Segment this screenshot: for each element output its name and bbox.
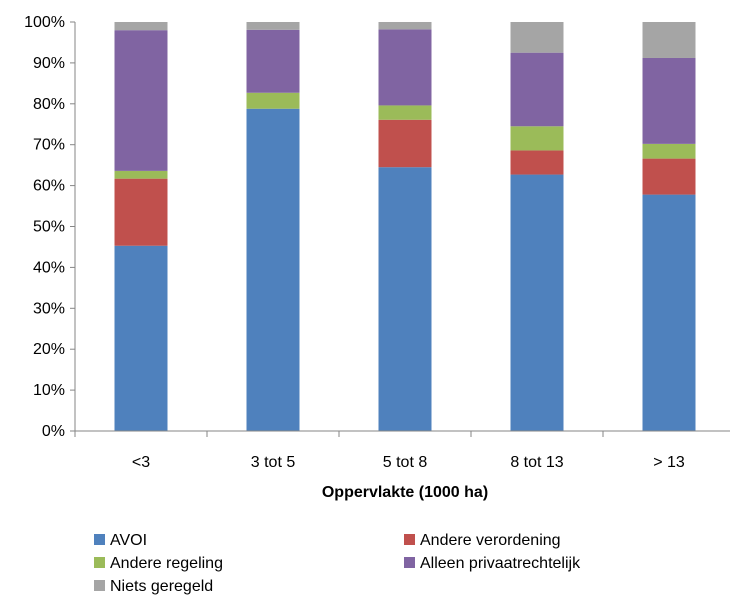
- x-tick-label: > 13: [653, 454, 685, 471]
- bar-niets-geregeld-3: [378, 22, 432, 30]
- bar-avoi-1: [114, 245, 168, 431]
- bar-avoi-3: [378, 167, 432, 431]
- y-tick-label: 70%: [33, 137, 65, 154]
- y-tick-label: 90%: [33, 55, 65, 72]
- x-tick-label: 5 tot 8: [383, 454, 428, 471]
- bar-alleen-privaatrechtelijk-4: [510, 52, 564, 127]
- bar-andere-verordening-4: [510, 150, 564, 175]
- x-tick-label: <3: [132, 454, 150, 471]
- y-tick-label: 50%: [33, 219, 65, 236]
- bar-avoi-4: [510, 174, 564, 431]
- bar-avoi-2: [246, 108, 300, 432]
- bar-andere-verordening-1: [114, 178, 168, 246]
- y-axis: 0% 10% 20% 30% 40% 50% 60% 70% 80% 90% 100%: [24, 14, 76, 440]
- bar-niets-geregeld-5: [642, 22, 696, 58]
- bar-niets-geregeld-2: [246, 22, 300, 30]
- x-tick-label: 8 tot 13: [510, 454, 563, 471]
- legend-swatch-avoi: [94, 534, 105, 545]
- bar-alleen-privaatrechtelijk-2: [246, 29, 300, 93]
- bar-avoi-5: [642, 194, 696, 431]
- bar-andere-regeling-4: [510, 126, 564, 151]
- x-axis: <3 3 tot 5 5 tot 8 8 tot 13 > 13: [74, 430, 730, 471]
- legend-label-niets-geregeld: Niets geregeld: [110, 578, 213, 595]
- y-tick-label: 100%: [24, 14, 65, 31]
- bar-andere-verordening-5: [642, 158, 696, 195]
- bar-alleen-privaatrechtelijk-5: [642, 57, 696, 144]
- bar-andere-regeling-1: [114, 170, 168, 179]
- x-tick-label: 3 tot 5: [251, 454, 296, 471]
- legend-label-avoi: AVOI: [110, 532, 147, 549]
- legend-swatch-andere-regeling: [94, 557, 105, 568]
- y-tick-label: 30%: [33, 300, 65, 317]
- x-axis-title: Oppervlakte (1000 ha): [322, 484, 488, 501]
- legend-label-andere-verordening: Andere verordening: [420, 532, 561, 549]
- bars-layer: [114, 22, 696, 432]
- bar-niets-geregeld-4: [510, 22, 564, 53]
- legend-swatch-niets-geregeld: [94, 580, 105, 591]
- y-tick-label: 0%: [42, 423, 65, 440]
- bar-andere-verordening-3: [378, 119, 432, 168]
- y-tick-label: 40%: [33, 259, 65, 276]
- legend: AVOI Andere verordening Andere regeling All…: [94, 532, 581, 595]
- bar-andere-regeling-3: [378, 105, 432, 120]
- legend-swatch-alleen-privaatrechtelijk: [404, 557, 415, 568]
- y-tick-label: 20%: [33, 341, 65, 358]
- bar-alleen-privaatrechtelijk-1: [114, 30, 168, 171]
- bar-niets-geregeld-1: [114, 22, 168, 31]
- legend-label-andere-regeling: Andere regeling: [110, 555, 223, 572]
- legend-label-alleen-privaatrechtelijk: Alleen privaatrechtelijk: [420, 555, 581, 572]
- y-tick-label: 10%: [33, 382, 65, 399]
- y-tick-label: 80%: [33, 96, 65, 113]
- bar-alleen-privaatrechtelijk-3: [378, 29, 432, 106]
- bar-andere-regeling-5: [642, 143, 696, 159]
- y-tick-label: 60%: [33, 178, 65, 195]
- bar-andere-regeling-2: [246, 92, 300, 109]
- legend-swatch-andere-verordening: [404, 534, 415, 545]
